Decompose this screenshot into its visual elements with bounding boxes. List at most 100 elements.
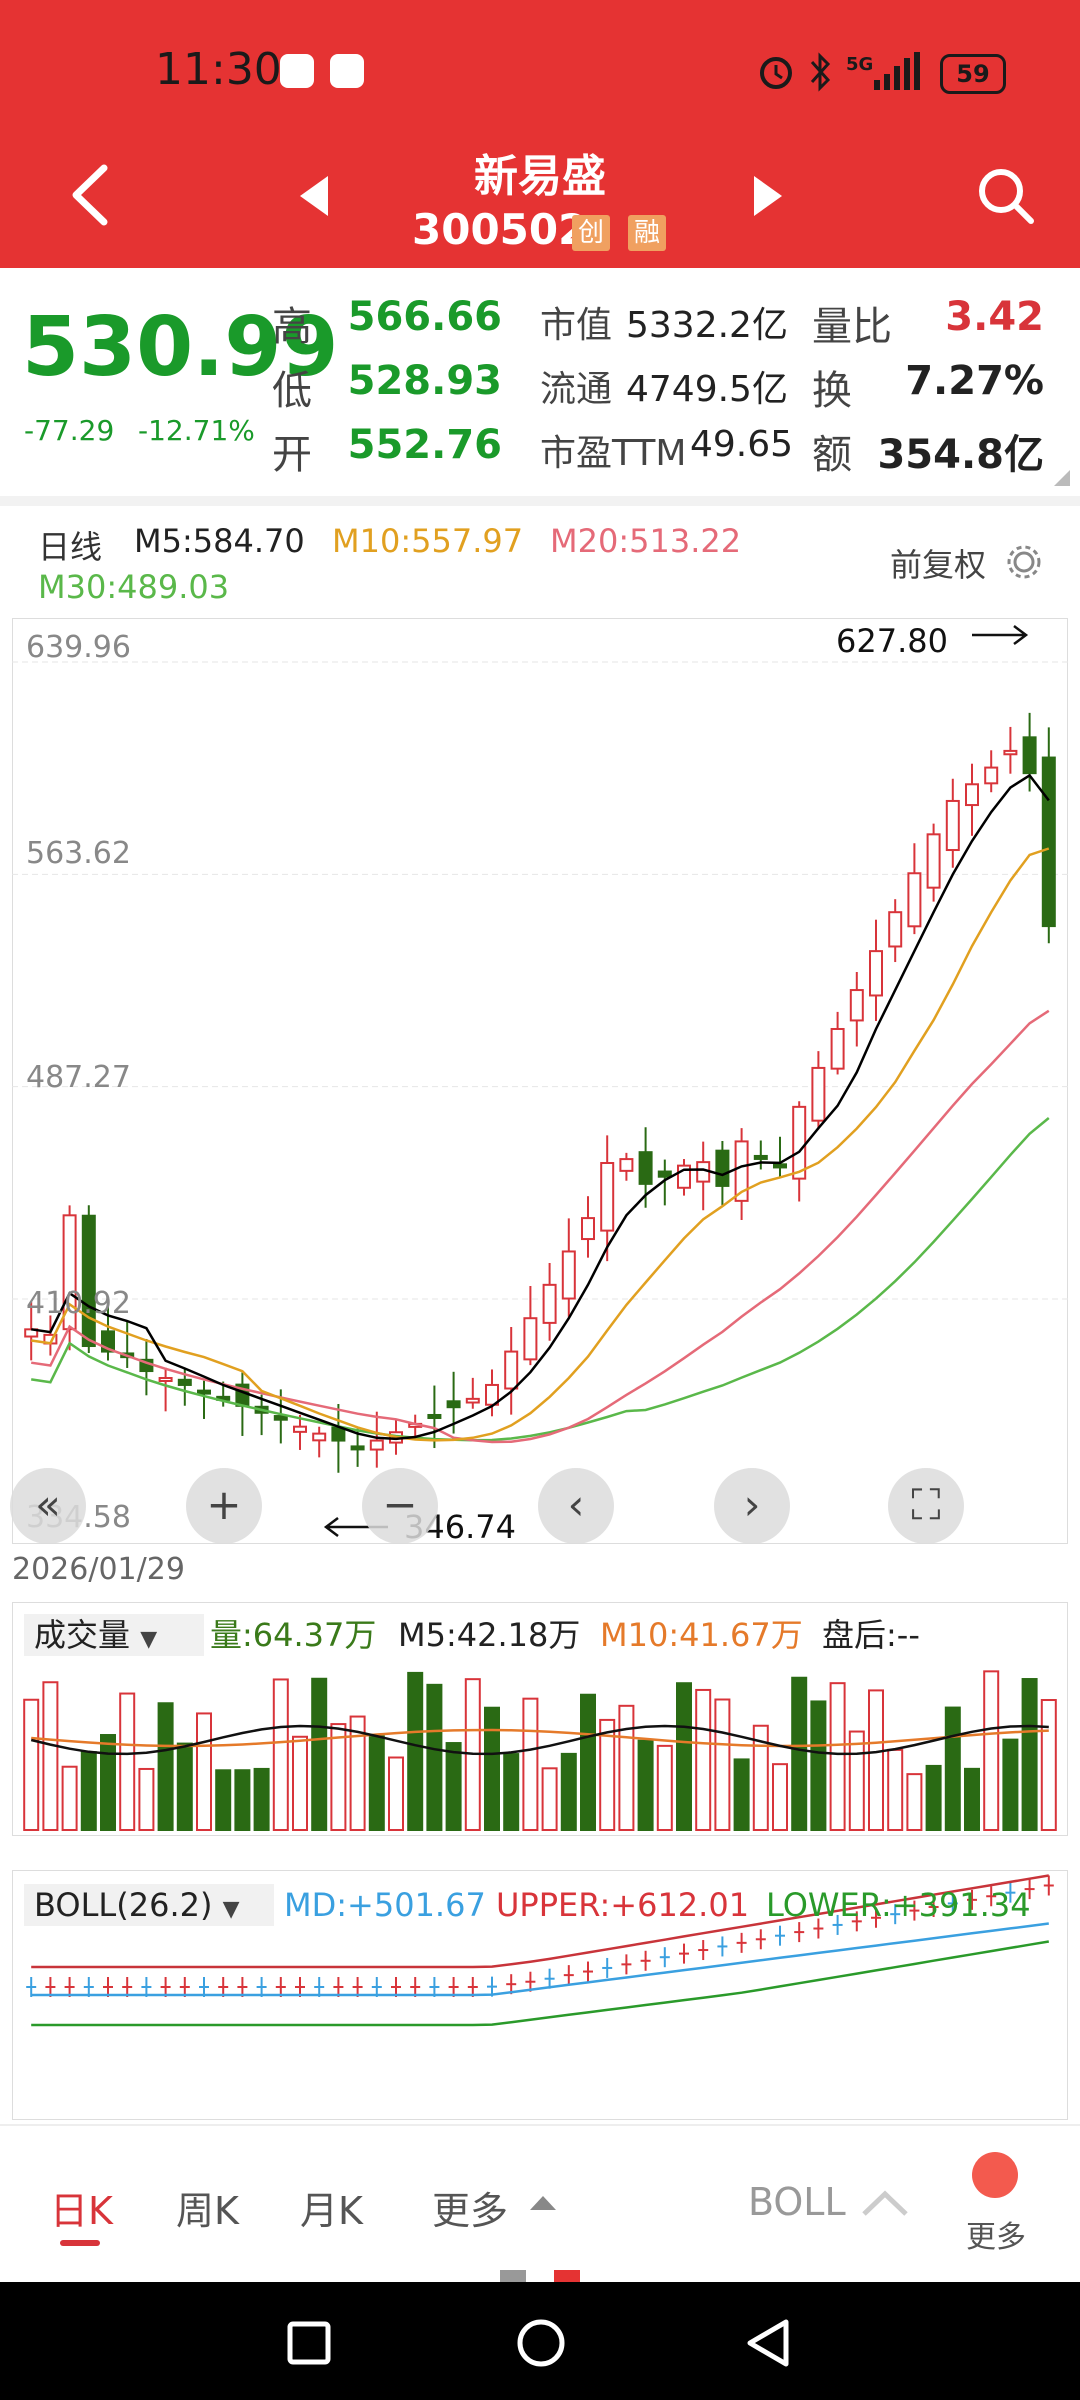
next-stock-icon[interactable] [750, 174, 786, 218]
volume-bar [100, 1734, 116, 1831]
volume-chart[interactable] [12, 1602, 1068, 1834]
volume-m5: M5:42.18万 [398, 1616, 581, 1654]
candle-body [197, 1389, 211, 1395]
zoom-in-button[interactable]: + [186, 1468, 262, 1544]
candle-body [81, 1214, 96, 1348]
max-price-label: 627.80 [836, 622, 948, 660]
candle-body [600, 1162, 615, 1232]
caret-up-icon[interactable] [528, 2192, 558, 2212]
volume-bar [560, 1752, 577, 1831]
max-arrow-icon [972, 625, 1029, 645]
volume-bar [925, 1764, 942, 1831]
volume-bar [292, 1735, 308, 1832]
more-function-icon[interactable] [972, 2152, 1018, 2198]
tab-boll-indicator[interactable]: BOLL [748, 2180, 846, 2224]
volume-title: 成交量 [34, 1616, 131, 1654]
volume-indicator-selector[interactable]: 成交量 ▼ [24, 1614, 204, 1656]
bluetooth-icon [810, 52, 831, 92]
adjust-mode-button[interactable]: 前复权 [890, 546, 987, 584]
volume-chart-frame[interactable] [12, 1602, 1068, 1836]
low-label: 低 [272, 368, 312, 414]
candle-body [312, 1432, 327, 1442]
tab-week-k[interactable]: 周K [176, 2189, 239, 2233]
volume-bar [368, 1735, 385, 1832]
candle-body [753, 1154, 768, 1160]
boll-indicator-selector[interactable]: BOLL(26.2) ▼ [24, 1884, 274, 1926]
volume-bar [330, 1723, 347, 1831]
ma30-line [31, 1117, 1050, 1442]
volume-bar [388, 1756, 404, 1831]
kline-chart[interactable] [12, 618, 1068, 1544]
candle-body [158, 1377, 173, 1382]
high-value: 566.66 [347, 294, 502, 340]
candle-body [561, 1250, 576, 1300]
scroll-left-button[interactable]: ‹ [538, 1468, 614, 1544]
amount-value: 354.8亿 [877, 432, 1044, 478]
mcap-label: 市值 [540, 305, 613, 346]
candle-body [446, 1400, 461, 1409]
volume-bar [983, 1670, 1000, 1832]
candle-body [926, 833, 941, 889]
chinext-tag: 创 [572, 215, 610, 251]
volume-bar [80, 1751, 97, 1831]
fullscreen-button[interactable]: ⛶ [888, 1468, 964, 1544]
recent-apps-icon[interactable] [286, 2320, 332, 2366]
volume-bar [676, 1682, 692, 1831]
tab-month-k[interactable]: 月K [300, 2189, 363, 2233]
ma10-label: M10:557.97 [332, 522, 524, 560]
volume-value: 量:64.37万 [210, 1616, 377, 1654]
ma20-line [31, 1009, 1050, 1444]
prev-stock-icon[interactable] [296, 174, 332, 218]
more-function-label[interactable]: 更多 [966, 2220, 1026, 2255]
volume-bar [964, 1767, 980, 1831]
boll-md: MD:+501.67 [284, 1886, 486, 1924]
volume-bar [484, 1706, 500, 1831]
candle-body [1041, 756, 1056, 928]
candle-body [581, 1217, 595, 1241]
candle-body [177, 1378, 192, 1386]
message-notification-icon [330, 54, 364, 88]
volume-bar [42, 1681, 59, 1831]
zoom-out-button[interactable]: − [362, 1468, 438, 1544]
turnover-value: 7.27% [905, 358, 1044, 404]
candle-body [523, 1317, 538, 1361]
volume-bar [791, 1676, 808, 1831]
boll-chart[interactable] [12, 1870, 1068, 2118]
candle-body [273, 1415, 288, 1421]
candle-body [542, 1283, 557, 1324]
boll-upper: UPPER:+612.01 [496, 1886, 750, 1924]
volume-bar [772, 1763, 788, 1831]
candle-body [293, 1425, 307, 1433]
volume-bar [637, 1739, 654, 1832]
candle-body [504, 1350, 519, 1390]
candle-body [715, 1149, 730, 1187]
tab-day-k[interactable]: 日K [50, 2189, 113, 2233]
search-icon[interactable] [976, 166, 1036, 226]
tab-more[interactable]: 更多 [432, 2189, 509, 2233]
back-arrow-icon[interactable] [68, 162, 112, 228]
volume-bar [714, 1698, 731, 1832]
chevron-up-icon[interactable] [860, 2188, 910, 2218]
ma5-label: M5:584.70 [134, 522, 305, 560]
back-icon[interactable] [744, 2318, 792, 2368]
expand-corner-icon[interactable] [1052, 468, 1072, 488]
settings-gear-icon[interactable] [1004, 542, 1044, 582]
volume-bar [23, 1698, 40, 1832]
price-change: -77.29 [24, 414, 115, 447]
boll-lower: LOWER:+391.34 [766, 1886, 1031, 1924]
candle-body [734, 1140, 749, 1202]
volume-bar [810, 1700, 827, 1831]
volume-bar [829, 1682, 846, 1831]
after-hours-volume: 盘后:-- [822, 1616, 920, 1654]
kline-chart-frame[interactable] [12, 618, 1068, 1544]
home-icon[interactable] [516, 2318, 566, 2368]
scroll-left-fast-button[interactable]: « [10, 1468, 86, 1544]
volume-bar [944, 1706, 961, 1831]
candle-body [849, 989, 864, 1022]
open-label: 开 [272, 432, 312, 478]
volume-bar [61, 1765, 78, 1831]
period-label[interactable]: 日线 [38, 528, 103, 566]
scroll-right-button[interactable]: › [714, 1468, 790, 1544]
boll-chart-frame[interactable] [12, 1870, 1068, 2120]
volume-bar [176, 1742, 193, 1831]
